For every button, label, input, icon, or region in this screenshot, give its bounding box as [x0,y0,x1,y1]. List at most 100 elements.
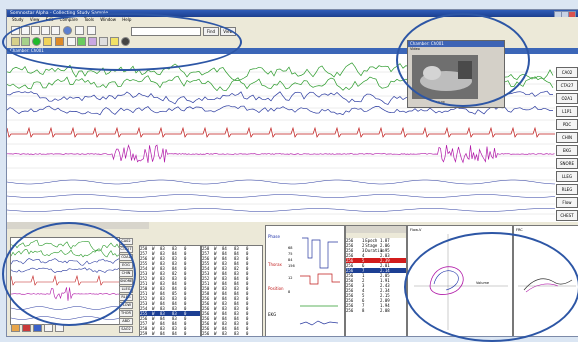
table-row[interactable]: 256 W 83 83 0 [202,321,262,326]
menu-study[interactable]: Study [12,17,24,22]
rewind-icon[interactable] [33,324,42,332]
sleep-icon[interactable] [55,37,64,46]
scale-icon[interactable] [87,26,96,35]
layout-icon[interactable] [41,26,50,35]
mini-channel-label[interactable]: CTA27 [119,246,133,253]
table-row[interactable]: 256 W 83 84 0 [202,301,262,306]
header-duration[interactable]: Duration [365,248,385,253]
pen-icon[interactable] [67,37,76,46]
table-row[interactable]: 252 W 83 83 0 [140,296,200,301]
channel-label[interactable]: L1P1 [556,106,578,117]
play-icon[interactable] [11,324,20,332]
table-row[interactable]: 259 W 84 84 0 [140,331,200,336]
table-row[interactable]: 256 4 2.03 [346,253,406,258]
table-row[interactable]: 254 W 83 82 0 [202,266,262,271]
table-row[interactable]: 256 5 2.15 [346,293,406,298]
table-row[interactable]: 251 W 83 84 0 [140,281,200,286]
mini-channel-label[interactable]: THOR [119,310,133,317]
event-icon[interactable] [21,37,30,46]
table-row[interactable]: 256 1 1.87 [346,238,406,243]
record-icon[interactable] [11,37,20,46]
channel-label[interactable]: SNORE [556,158,578,169]
bars-icon[interactable] [75,26,84,35]
table-row[interactable]: 253 W 84 84 0 [140,301,200,306]
menu-edit[interactable]: Edit [45,17,54,22]
split-view-icon[interactable] [31,26,40,35]
table-row[interactable]: 258 W 84 84 0 [202,291,262,296]
menu-help[interactable]: Help [122,17,132,22]
table-row[interactable]: 256 2 2.06 [346,243,406,248]
table-row[interactable]: 257 W 84 84 0 [140,321,200,326]
mini-channel-label[interactable]: EOG [119,262,133,269]
table-row[interactable]: 256 6 2.01 [346,263,406,268]
channel-label[interactable]: CTA27 [556,80,578,91]
table-row[interactable]: 257 W 83 84 0 [140,251,200,256]
table-row[interactable]: 256 W 83 83 0 [202,331,262,336]
mini-channel-label[interactable]: LLEG [119,286,133,293]
menu-view[interactable]: View [29,17,40,22]
menu-window[interactable]: Window [100,17,117,22]
grid2-view-icon[interactable] [21,26,30,35]
view-button[interactable]: View [220,27,236,36]
table-row[interactable]: 250 W 83 84 0 [140,286,200,291]
table-row[interactable]: 256 W 84 83 0 [202,256,262,261]
table-row[interactable]: 256 3 1.95 [346,248,406,253]
table-row[interactable]: 251 W 84 84 0 [202,281,262,286]
table-row[interactable]: 256 8 2.08 [346,308,406,313]
mini-channel-label[interactable]: FLOW [119,302,133,309]
video-tab[interactable]: Video [410,47,420,51]
table-row[interactable]: 251 W 84 85 0 [140,291,200,296]
table-row[interactable]: 258 W 83 83 0 [140,326,200,331]
table-row[interactable]: 256 1 2.05 [346,273,406,278]
menu-tools[interactable]: Tools [84,17,94,22]
table-row[interactable]: 256 W 84 84 0 [202,326,262,331]
channel-label[interactable]: O2A1 [556,93,578,104]
channel-label[interactable]: Flow [556,197,578,208]
menu-compare[interactable]: Compare [59,17,78,22]
grid-view-icon[interactable] [11,26,20,35]
table-row[interactable]: 256 W 84 83 0 [202,311,262,316]
mini-channel-label[interactable]: SAO2 [119,326,133,333]
channel-label[interactable]: PDC [556,119,578,130]
bulb-icon[interactable] [110,37,119,46]
channel-label[interactable]: RLEG [556,184,578,195]
table-row[interactable]: 255 W 83 83 0 [140,261,200,266]
header-stage[interactable]: Stage [365,243,378,248]
table-row[interactable]: 256 2 1.91 [346,278,406,283]
mini-channel-label[interactable]: ABD [119,318,133,325]
channel-label[interactable]: CHIN [556,132,578,143]
table-row[interactable]: 254 W 83 83 0 [140,306,200,311]
table-row[interactable]: 252 W 83 84 0 [202,276,262,281]
header-epoch[interactable]: Epoch [365,238,378,243]
marker-icon[interactable] [43,37,52,46]
channel-label[interactable]: CA02 [556,67,578,78]
table-row[interactable]: 258 W 84 83 0 [202,246,262,251]
table-row[interactable]: 256 3 2.43 [346,283,406,288]
mini-channel-label[interactable]: CHIN [119,270,133,277]
table-row[interactable]: 256 W 83 83 0 [140,256,200,261]
loop-icon[interactable] [44,324,53,332]
video-window[interactable]: Chamber: Ch001 Video 12:00 [407,40,505,108]
record-icon[interactable] [22,324,31,332]
table-row[interactable]: 256 4 2.34 [346,288,406,293]
table-row[interactable]: 256 5 2.39 [346,258,406,263]
table-row[interactable]: 253 W 83 82 0 [140,271,200,276]
table-row[interactable]: 253 W 84 83 0 [202,271,262,276]
table-row[interactable]: 256 W 84 84 0 [202,316,262,321]
stop-icon[interactable] [121,37,130,46]
globe-icon[interactable] [63,26,72,35]
mini-channel-label[interactable]: SNORE [119,278,133,285]
table-row[interactable]: 256 7 2.14 [346,268,406,273]
table-row[interactable]: 252 W 83 83 0 [140,276,200,281]
channel-label[interactable]: CHEST [556,210,578,221]
table-row[interactable]: 256 W 83 83 0 [202,306,262,311]
table-row[interactable]: 256 W 84 83 0 [202,296,262,301]
channel-label[interactable]: LLEG [556,171,578,182]
mini-channel-label[interactable]: RLEG [119,294,133,301]
search-input[interactable] [131,27,201,36]
edit-icon[interactable] [55,324,64,332]
table-row[interactable]: 257 W 84 84 0 [202,251,262,256]
mini-channel-label[interactable]: O2A1 [119,254,133,261]
table-row[interactable]: 256 7 1.94 [346,303,406,308]
chart-icon[interactable] [88,37,97,46]
